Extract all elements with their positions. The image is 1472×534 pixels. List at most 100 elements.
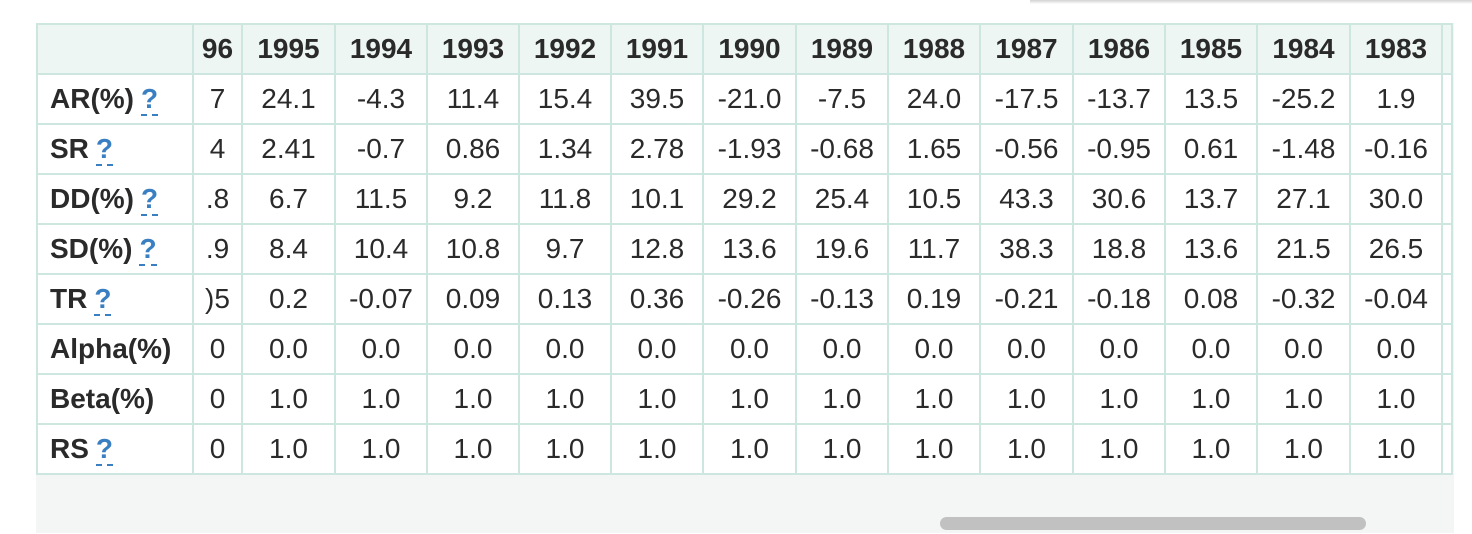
value-cell: -21.0 (702, 73, 797, 125)
value-cell: 26.5 (1349, 223, 1443, 275)
value-cell: -0.21 (979, 273, 1074, 325)
value-cell: 11.8 (518, 173, 612, 225)
value-cell: 2.41 (241, 123, 336, 175)
value-cell: 1.0 (702, 423, 797, 475)
value-cell: 1.0 (334, 423, 428, 475)
value-cell: 11.4 (426, 73, 520, 125)
year-header: 1983 (1349, 23, 1443, 75)
value-cell: 1.0 (610, 373, 704, 425)
value-cell: -0.95 (1072, 123, 1166, 175)
value-cell: 0.19 (887, 273, 981, 325)
row-label: SD(%) (50, 233, 133, 264)
value-cell: 1.65 (887, 123, 981, 175)
value-cell: 30.6 (1072, 173, 1166, 225)
value-cell: -0.56 (979, 123, 1074, 175)
year-header: 1995 (241, 23, 336, 75)
value-cell: 1.0 (1164, 423, 1258, 475)
horizontal-scrollbar[interactable] (36, 510, 1454, 533)
row-label: SR (50, 133, 89, 164)
value-cell: 0.0 (334, 323, 428, 375)
value-cell: 8.4 (241, 223, 336, 275)
overflow-cell (1441, 123, 1453, 175)
value-cell: 18.8 (1072, 223, 1166, 275)
row-label: AR(%) (50, 83, 134, 114)
overflow-column-header (1441, 23, 1453, 75)
value-cell: 13.6 (702, 223, 797, 275)
value-cell: 1.0 (1072, 423, 1166, 475)
value-cell: 13.7 (1164, 173, 1258, 225)
value-cell: 10.5 (887, 173, 981, 225)
value-cell: 0.0 (979, 323, 1074, 375)
row-label: Alpha(%) (50, 333, 172, 364)
table-row: AR(%)? 7 24.1 -4.3 11.4 15.4 39.5 -21.0 -7.5 24.0… (36, 73, 1453, 125)
value-cell: 1.0 (887, 373, 981, 425)
year-header: 1987 (979, 23, 1074, 75)
value-cell: 1.0 (610, 423, 704, 475)
year-header: 1985 (1164, 23, 1258, 75)
row-label-cell: AR(%)? (36, 73, 194, 125)
value-cell: 21.5 (1256, 223, 1351, 275)
help-icon[interactable]: ? (139, 233, 157, 266)
row-label: Beta(%) (50, 383, 155, 414)
year-header: 1984 (1256, 23, 1351, 75)
year-header: 1990 (702, 23, 797, 75)
value-cell: -0.18 (1072, 273, 1166, 325)
value-cell: 11.7 (887, 223, 981, 275)
value-cell: -0.68 (795, 123, 889, 175)
row-label: TR (50, 283, 88, 314)
overflow-cell (1441, 173, 1453, 225)
value-cell: 0 (192, 423, 243, 475)
year-header: 1994 (334, 23, 428, 75)
value-cell: 0.08 (1164, 273, 1258, 325)
value-cell: 10.4 (334, 223, 428, 275)
year-header: 1986 (1072, 23, 1166, 75)
value-cell: .8 (192, 173, 243, 225)
row-label-cell: Alpha(%) (36, 323, 194, 375)
row-label: RS (50, 433, 89, 464)
value-cell: 39.5 (610, 73, 704, 125)
value-cell: -7.5 (795, 73, 889, 125)
table-row: SD(%)? .9 8.4 10.4 10.8 9.7 12.8 13.6 19.6 11.7 38… (36, 223, 1453, 275)
year-header: 1992 (518, 23, 612, 75)
help-icon[interactable]: ? (95, 433, 114, 466)
table-viewport[interactable]: 96 1995 1994 1993 1992 1991 1990 1989 1988 1987 19… (36, 23, 1454, 510)
help-icon[interactable]: ? (95, 133, 114, 166)
value-cell: -0.13 (795, 273, 889, 325)
value-cell: 30.0 (1349, 173, 1443, 225)
value-cell: -0.7 (334, 123, 428, 175)
value-cell: 1.0 (702, 373, 797, 425)
row-label-cell: SR? (36, 123, 194, 175)
help-icon[interactable]: ? (141, 83, 159, 116)
value-cell: 1.0 (426, 423, 520, 475)
value-cell: 1.9 (1349, 73, 1443, 125)
stats-table-container: 96 1995 1994 1993 1992 1991 1990 1989 1988 1987 19… (36, 23, 1454, 533)
year-header-row: 96 1995 1994 1993 1992 1991 1990 1989 1988 1987 19… (36, 23, 1453, 75)
value-cell: 0.36 (610, 273, 704, 325)
value-cell: 19.6 (795, 223, 889, 275)
value-cell: 0.0 (518, 323, 612, 375)
value-cell: 0.61 (1164, 123, 1258, 175)
value-cell: -13.7 (1072, 73, 1166, 125)
value-cell: 24.0 (887, 73, 981, 125)
help-icon[interactable]: ? (94, 283, 112, 316)
performance-stats-table: 96 1995 1994 1993 1992 1991 1990 1989 1988 1987 19… (36, 23, 1453, 475)
value-cell: 1.0 (979, 423, 1074, 475)
value-cell: 1.0 (426, 373, 520, 425)
overflow-cell (1441, 223, 1453, 275)
value-cell: 38.3 (979, 223, 1074, 275)
value-cell: 29.2 (702, 173, 797, 225)
value-cell: 1.0 (1256, 373, 1351, 425)
value-cell: 1.0 (1072, 373, 1166, 425)
value-cell: -0.26 (702, 273, 797, 325)
value-cell: .9 (192, 223, 243, 275)
value-cell: 10.1 (610, 173, 704, 225)
value-cell: 1.0 (518, 373, 612, 425)
table-row: DD(%)? .8 6.7 11.5 9.2 11.8 10.1 29.2 25.4 10.5 43… (36, 173, 1453, 225)
value-cell: 43.3 (979, 173, 1074, 225)
scrollbar-thumb[interactable] (940, 517, 1366, 530)
year-header: 1993 (426, 23, 520, 75)
value-cell: 1.0 (795, 423, 889, 475)
value-cell: 1.0 (887, 423, 981, 475)
help-icon[interactable]: ? (141, 183, 159, 216)
header-corner-cell (36, 23, 194, 75)
